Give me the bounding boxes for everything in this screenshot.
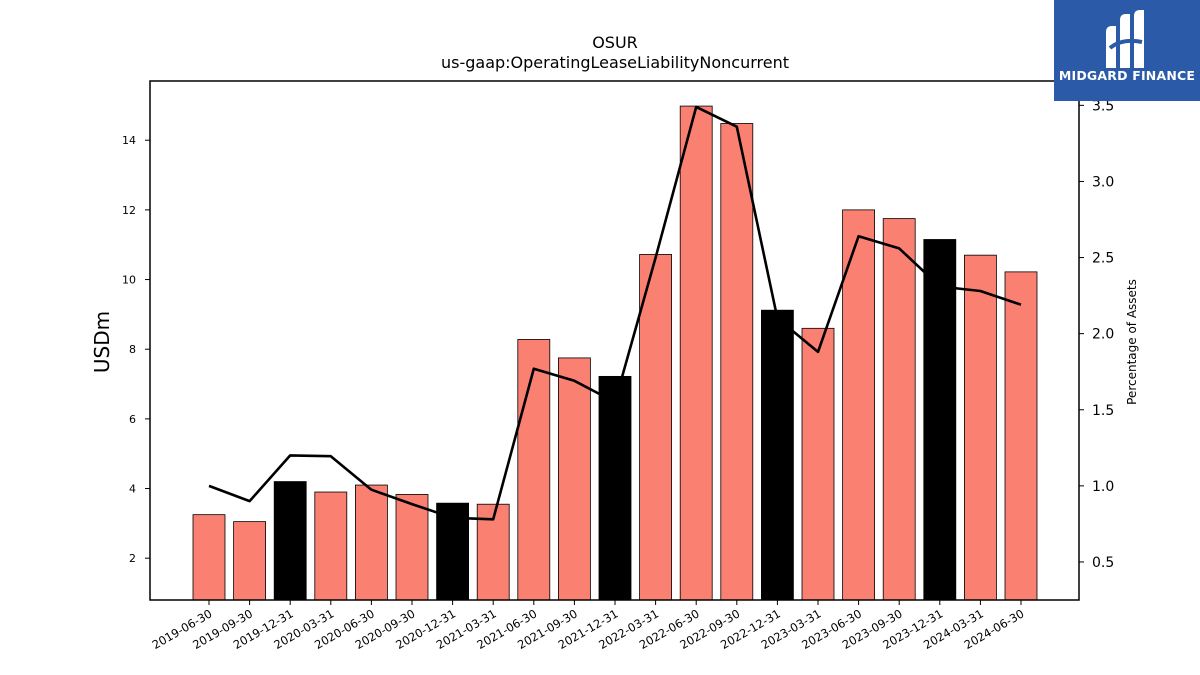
bar-2023-03-31 [801, 327, 835, 601]
bar-2020-09-30 [395, 494, 429, 601]
y-axis: 2 4 6 8 10 12 14 [122, 134, 150, 565]
y-tick-label: 12 [122, 204, 136, 217]
bar-2024-03-31 [964, 254, 997, 601]
y-tick-label: 6 [129, 413, 136, 426]
bar-2023-09-30 [882, 218, 916, 601]
bar-2022-03-31 [639, 254, 672, 601]
y2-tick-label: 3.0 [1092, 174, 1114, 190]
logo-mark-icon [1106, 10, 1144, 68]
bar-2019-06-30 [192, 514, 226, 601]
logo-text: MIDGARD FINANCE [1058, 68, 1196, 83]
y2-tick-label: 3.5 [1092, 98, 1114, 114]
bar-2019-12-31 [273, 481, 307, 601]
bars-group [192, 105, 1038, 601]
bar-2024-06-30 [1004, 271, 1038, 601]
y2-tick-label: 2.0 [1092, 327, 1114, 343]
line-group [208, 105, 1022, 521]
y2-tick-label: 1.0 [1092, 479, 1114, 495]
bar-2022-12-31 [761, 309, 794, 601]
bar-2023-06-30 [842, 209, 875, 601]
x-axis: 2019-06-302019-09-302019-12-312020-03-31… [150, 600, 1027, 652]
percentage-line [208, 105, 1022, 521]
y-tick-label: 4 [129, 483, 136, 496]
bar-2021-12-31 [598, 375, 632, 601]
y2-axis: 0.5 1.0 1.5 2.0 2.5 3.0 3.5 [1079, 98, 1114, 571]
y-axis-label: USDm [90, 311, 114, 373]
chart-title: OSUR [592, 33, 638, 52]
y-tick-label: 2 [129, 552, 136, 565]
bar-2021-06-30 [517, 339, 551, 601]
bar-2019-09-30 [233, 521, 267, 601]
brand-logo: MIDGARD FINANCE [1054, 0, 1200, 101]
y2-tick-label: 2.5 [1092, 251, 1114, 267]
y2-tick-label: 0.5 [1092, 555, 1114, 571]
y-tick-label: 8 [129, 343, 136, 356]
bar-2020-03-31 [314, 491, 348, 601]
y-tick-label: 14 [122, 134, 136, 147]
y2-tick-label: 1.5 [1092, 403, 1114, 419]
y-tick-label: 10 [122, 274, 136, 287]
bar-2022-09-30 [720, 123, 754, 601]
bar-2020-06-30 [354, 484, 388, 601]
bar-2023-12-31 [923, 239, 957, 601]
y2-axis-label: Percentage of Assets [1125, 279, 1139, 405]
chart-subtitle: us-gaap:OperatingLeaseLiabilityNoncurren… [441, 53, 789, 72]
bar-2021-09-30 [558, 357, 591, 601]
bar-2022-06-30 [679, 105, 713, 601]
